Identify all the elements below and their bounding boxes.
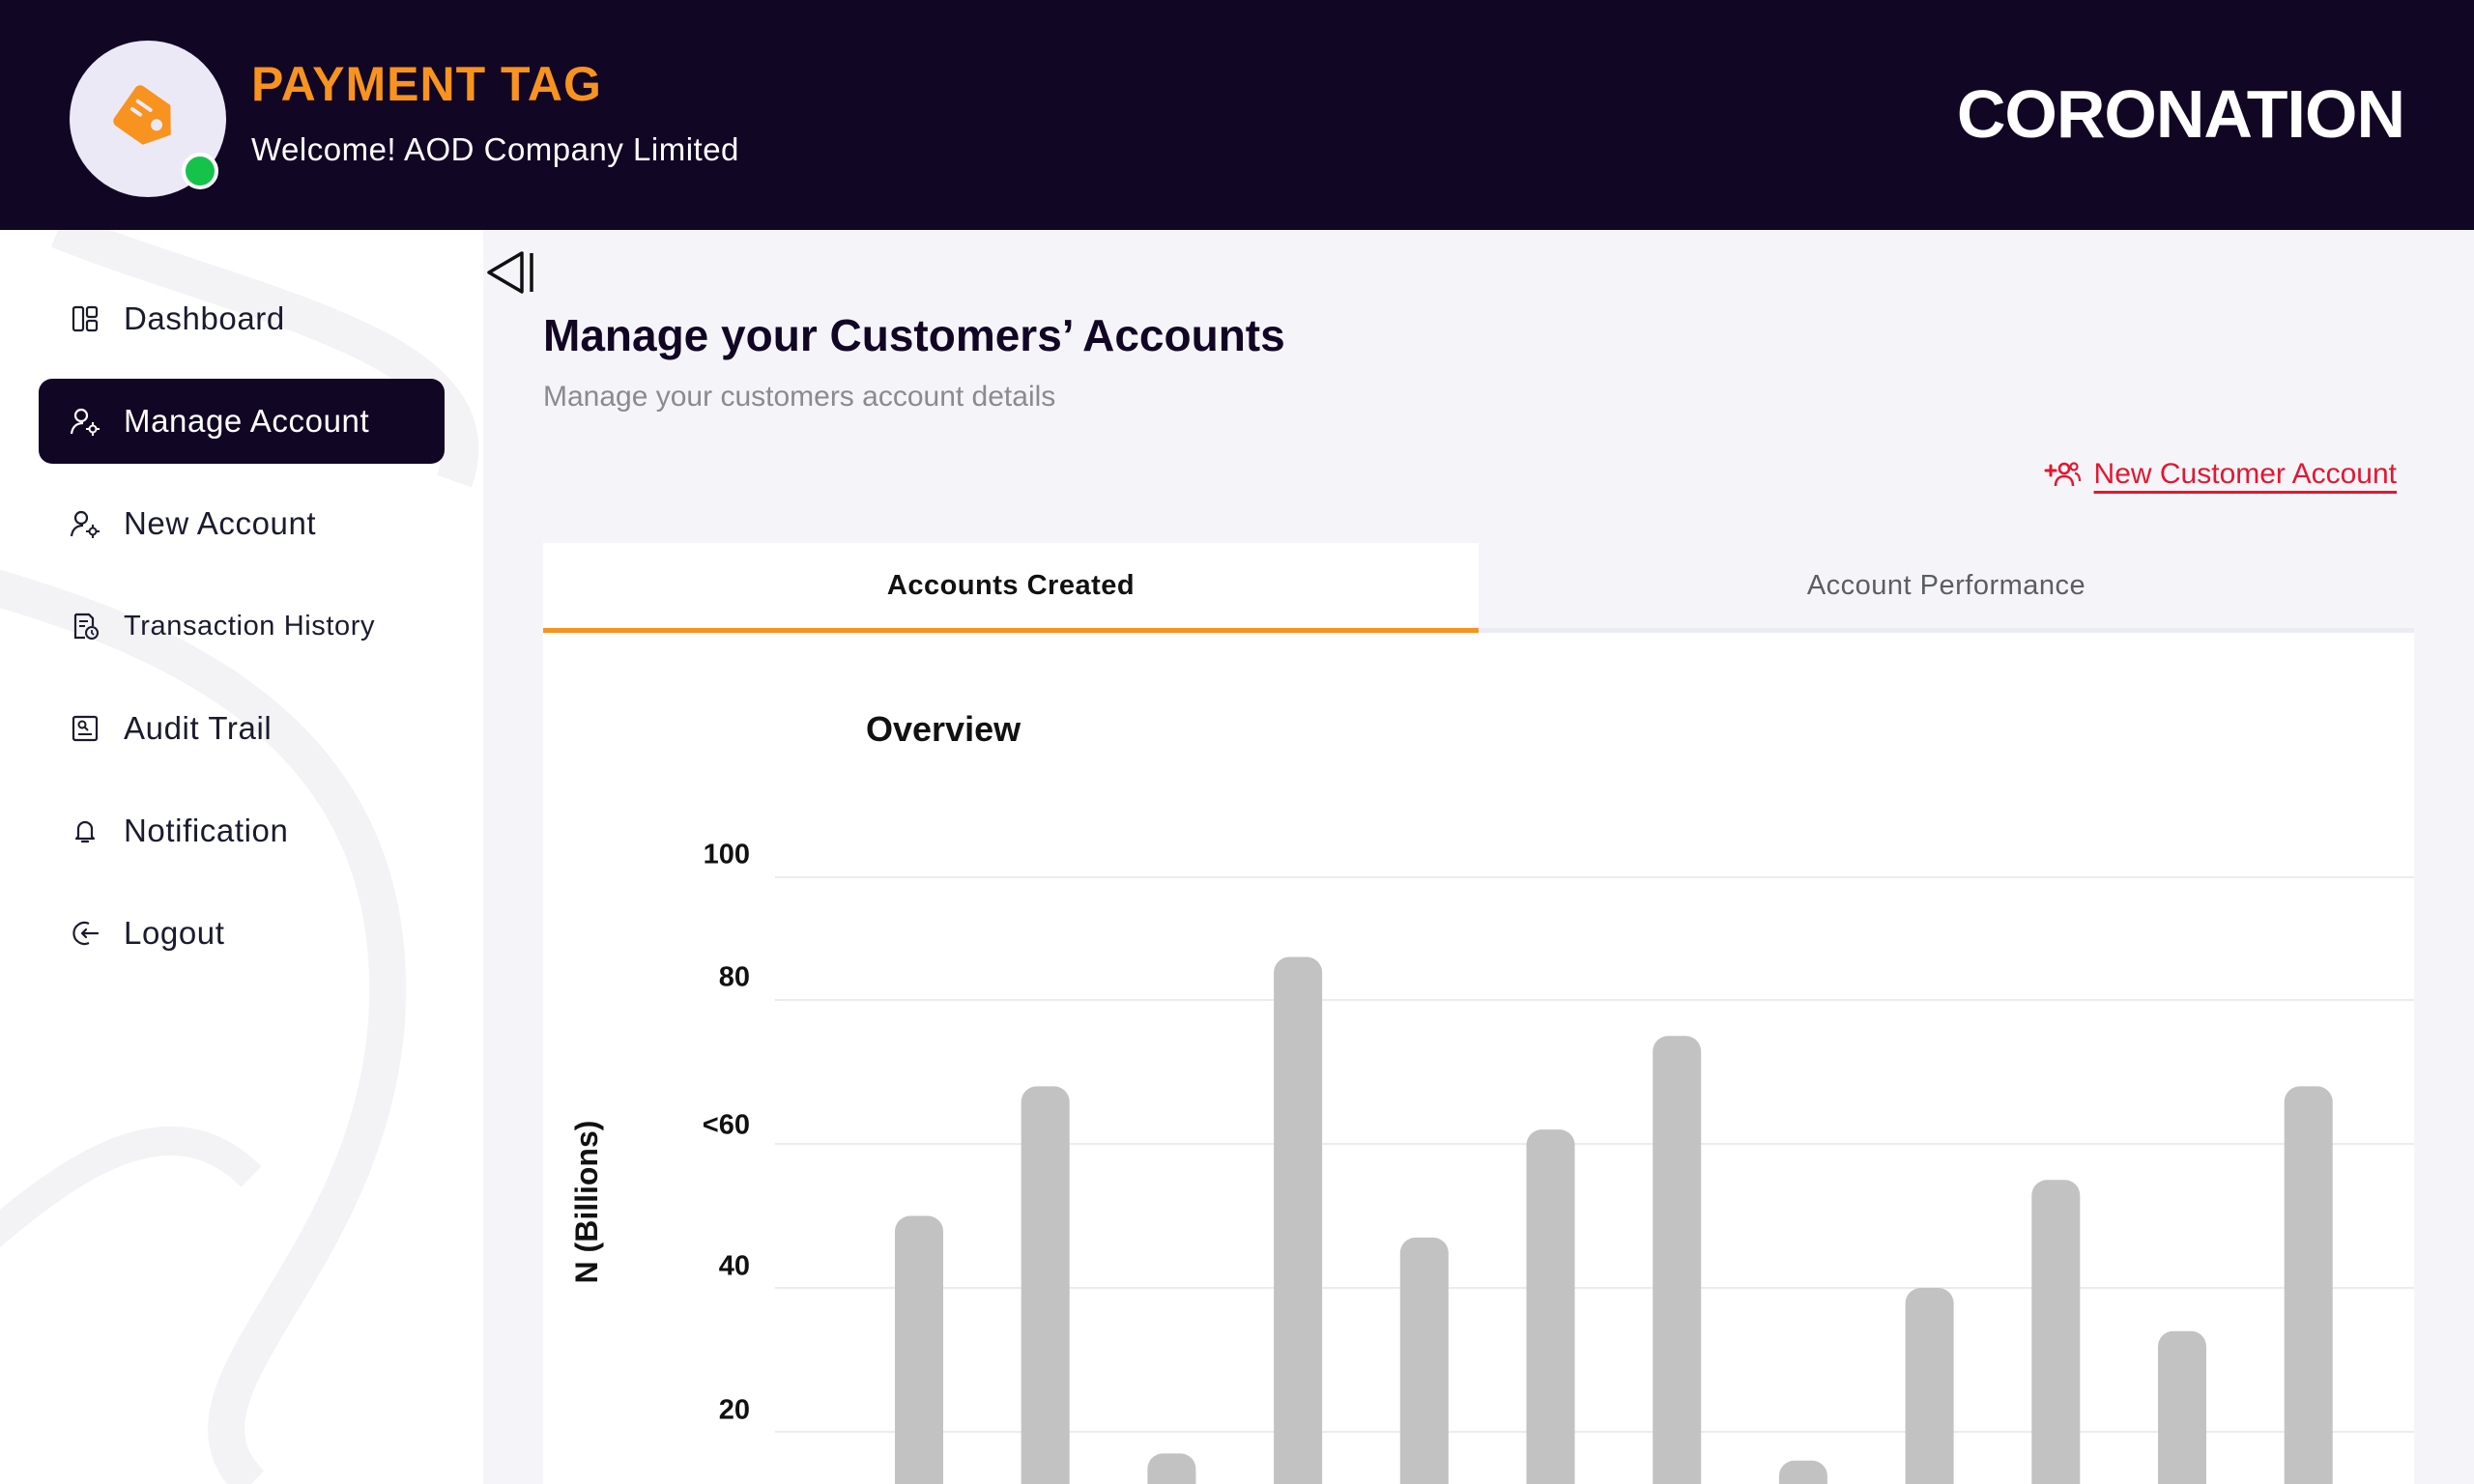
chart-title: Overview <box>866 709 1021 749</box>
chart-bar[interactable] <box>2158 1330 2206 1484</box>
sidebar-item-label: Logout <box>124 915 225 951</box>
welcome-message: Welcome! AOD Company Limited <box>251 131 739 167</box>
sidebar-item-new-account[interactable]: New Account <box>39 481 445 566</box>
sidebar-item-label: Transaction History <box>124 610 376 642</box>
sidebar-item-notification[interactable]: Notification <box>39 788 445 873</box>
tab-accounts-created[interactable]: Accounts Created <box>543 543 1479 633</box>
y-tick-label: <60 <box>703 1110 750 1141</box>
sidebar-item-manage-account[interactable]: Manage Account <box>39 379 445 464</box>
new-customer-account-label: New Customer Account <box>2093 458 2397 490</box>
document-clock-icon <box>68 609 102 643</box>
accounts-card: Accounts Created Account Performance Ove… <box>543 543 2414 1484</box>
sidebar: Dashboard Manage Account New Account Tra… <box>0 230 483 1484</box>
brand-title: PAYMENT TAG <box>251 57 602 111</box>
chart-bar[interactable] <box>895 1215 943 1484</box>
sidebar-item-label: Notification <box>124 813 289 848</box>
collapse-left-icon <box>487 251 533 294</box>
overview-bar-chart: N (Billions) 100 80 <60 40 20 <box>569 840 2414 1484</box>
chart-bar[interactable] <box>2031 1180 2081 1484</box>
user-gear-icon <box>68 506 102 541</box>
sidebar-item-label: Dashboard <box>124 300 285 336</box>
y-tick-label: 80 <box>719 962 750 993</box>
tab-account-performance[interactable]: Account Performance <box>1479 543 2414 633</box>
tab-label: Accounts Created <box>886 569 1136 601</box>
y-tick-label: 40 <box>719 1251 750 1282</box>
chart-bar[interactable] <box>1147 1453 1196 1484</box>
sidebar-item-logout[interactable]: Logout <box>39 891 445 976</box>
chart-bars <box>895 956 2333 1484</box>
chart-bar[interactable] <box>1526 1129 1575 1484</box>
y-axis-ticks: 100 80 <60 40 20 <box>703 840 750 1426</box>
sidebar-background-pattern <box>0 230 479 1484</box>
price-tag-icon <box>113 85 171 145</box>
y-axis-label: N (Billions) <box>569 1121 604 1284</box>
chart-bar[interactable] <box>1274 956 1323 1484</box>
page-subtitle: Manage your customers account details <box>543 381 1056 413</box>
sidebar-item-label: Manage Account <box>124 403 370 439</box>
chart-bar[interactable] <box>1021 1086 1070 1484</box>
logout-icon <box>68 916 102 951</box>
bank-logo[interactable]: CORONATION <box>1956 76 2405 152</box>
chart-bar[interactable] <box>1778 1460 1827 1484</box>
y-tick-label: 100 <box>704 840 750 870</box>
sidebar-item-audit-trail[interactable]: Audit Trail <box>39 686 445 771</box>
sidebar-item-dashboard[interactable]: Dashboard <box>39 276 445 361</box>
bell-icon <box>68 813 102 848</box>
page-title: Manage your Customers’ Accounts <box>543 310 1285 360</box>
top-header: PAYMENT TAG Welcome! AOD Company Limited… <box>0 0 2474 230</box>
new-customer-account-link[interactable]: New Customer Account <box>2044 458 2397 491</box>
tab-label: Account Performance <box>1806 569 2086 601</box>
add-users-icon <box>2044 462 2081 487</box>
user-gear-icon <box>68 404 102 439</box>
sidebar-item-transaction-history[interactable]: Transaction History <box>39 584 445 669</box>
chart-bar[interactable] <box>1905 1288 1954 1484</box>
audit-icon <box>68 711 102 746</box>
dashboard-icon <box>68 301 102 336</box>
sidebar-item-label: New Account <box>124 505 317 541</box>
online-status-indicator <box>182 153 218 189</box>
chart-bar[interactable] <box>2284 1086 2333 1484</box>
collapse-sidebar-button[interactable] <box>483 247 541 298</box>
chart-bar[interactable] <box>1653 1036 1702 1484</box>
y-tick-label: 20 <box>719 1395 750 1426</box>
app-logo[interactable] <box>70 41 226 197</box>
chart-bar[interactable] <box>1399 1237 1449 1484</box>
sidebar-item-label: Audit Trail <box>124 710 273 746</box>
